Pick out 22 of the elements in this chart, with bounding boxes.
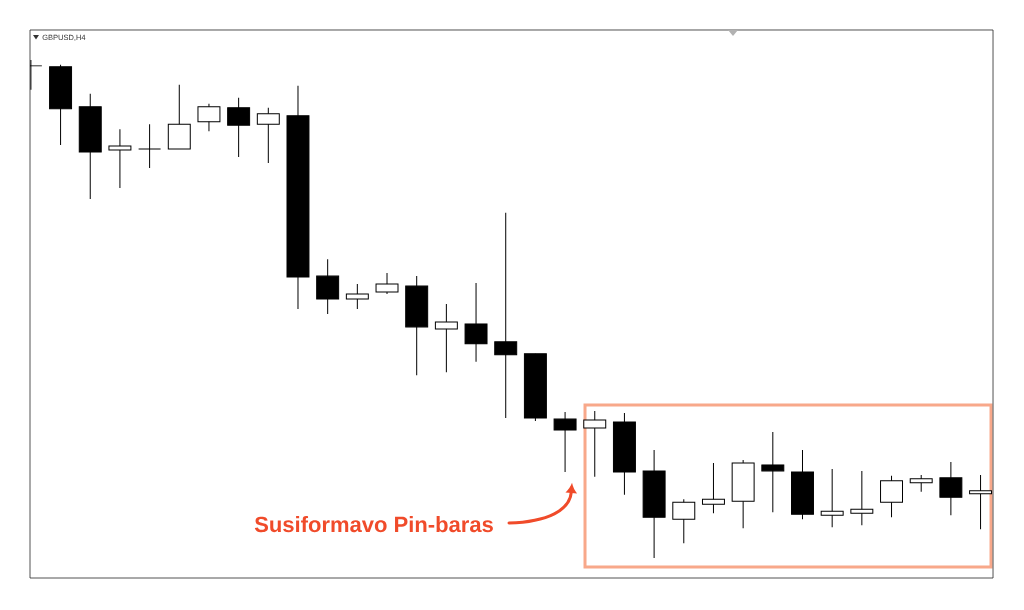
candlestick	[494, 212, 518, 419]
candlestick	[434, 303, 458, 373]
candlestick	[464, 282, 488, 363]
candlestick	[583, 410, 607, 478]
candlestick	[850, 470, 874, 526]
candlestick	[138, 123, 162, 169]
candlestick	[553, 411, 577, 473]
candlestick	[197, 103, 221, 132]
candlestick	[108, 128, 132, 189]
candlestick	[375, 272, 399, 295]
candlestick	[820, 468, 844, 528]
candlestick	[672, 498, 696, 544]
candlestick	[316, 258, 340, 315]
candlestick	[345, 283, 369, 310]
candlestick	[701, 462, 725, 514]
candlestick	[939, 461, 963, 516]
annotation: Susiformavo Pin-baras	[254, 516, 493, 533]
candlestick	[256, 107, 280, 164]
candlestick	[880, 475, 903, 518]
candlestick	[227, 97, 251, 158]
candlestick	[969, 474, 993, 530]
candlestick	[761, 431, 785, 513]
